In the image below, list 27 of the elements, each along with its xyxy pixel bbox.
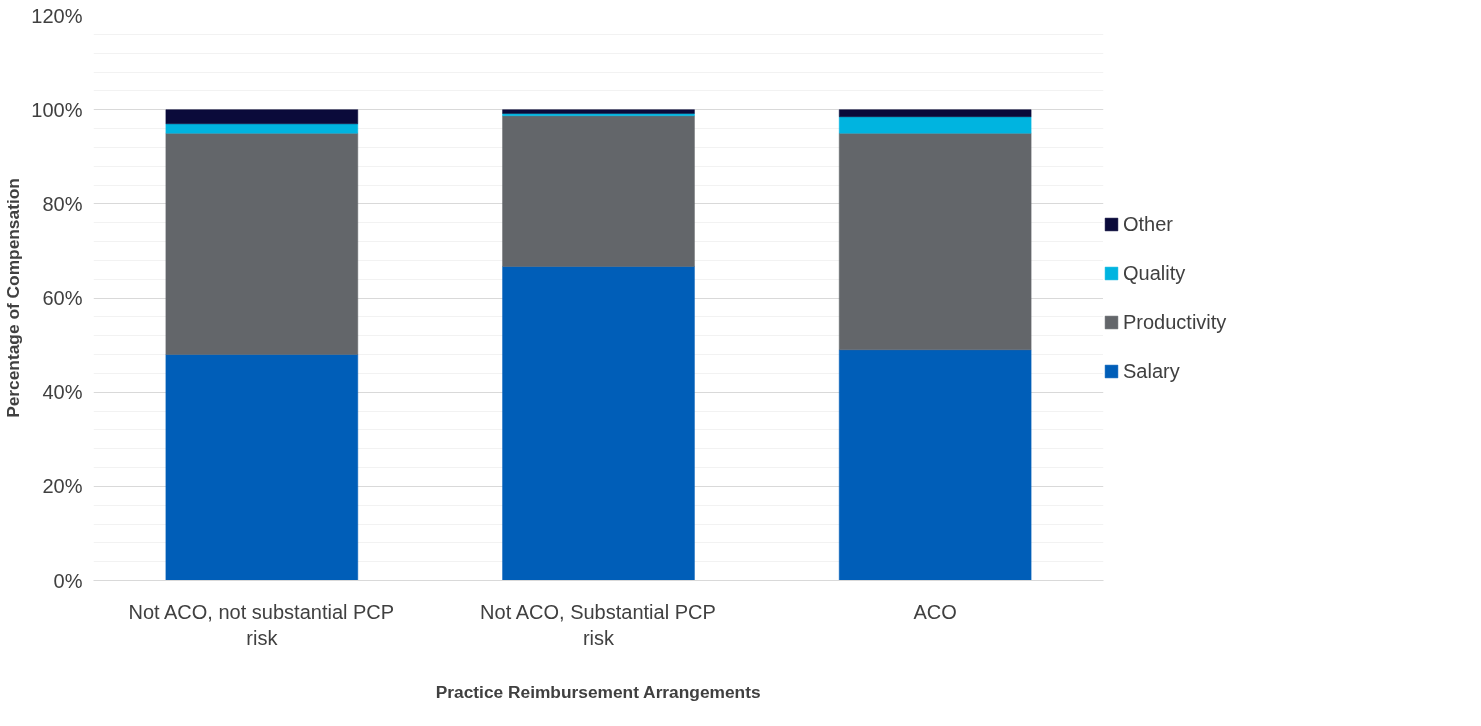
y-tick-label: 20% [42,475,83,498]
bar [165,109,359,125]
bar [165,354,359,581]
bar [165,123,359,134]
y-tick-label: 40% [42,381,83,404]
y-axis-title: Percentage of Compensation [3,178,24,418]
bar [502,115,695,267]
bar [502,109,695,114]
bar [838,132,1032,351]
bar [165,132,359,355]
y-tick-label: 60% [42,287,83,309]
legend-label: Quality [1123,261,1186,285]
bar [838,109,1032,117]
bar [838,349,1032,581]
legend-label: Productivity [1123,310,1227,334]
bar [838,116,1032,134]
legend-label: Other [1123,212,1174,236]
y-tick-label: 80% [42,192,83,215]
legend-label: Salary [1123,359,1180,383]
bar [502,266,695,581]
y-tick-label: 0% [53,569,83,592]
x-tick-label: ACO [913,600,957,623]
x-axis-title: Practice Reimbursement Arrangements [435,681,761,702]
x-tick-label: Not ACO, not substantial PCP risk [128,600,395,649]
x-tick-label: Not ACO, Substantial PCP risk [480,600,716,649]
y-tick-label: 100% [31,98,83,121]
y-tick-label: 120% [31,4,83,27]
